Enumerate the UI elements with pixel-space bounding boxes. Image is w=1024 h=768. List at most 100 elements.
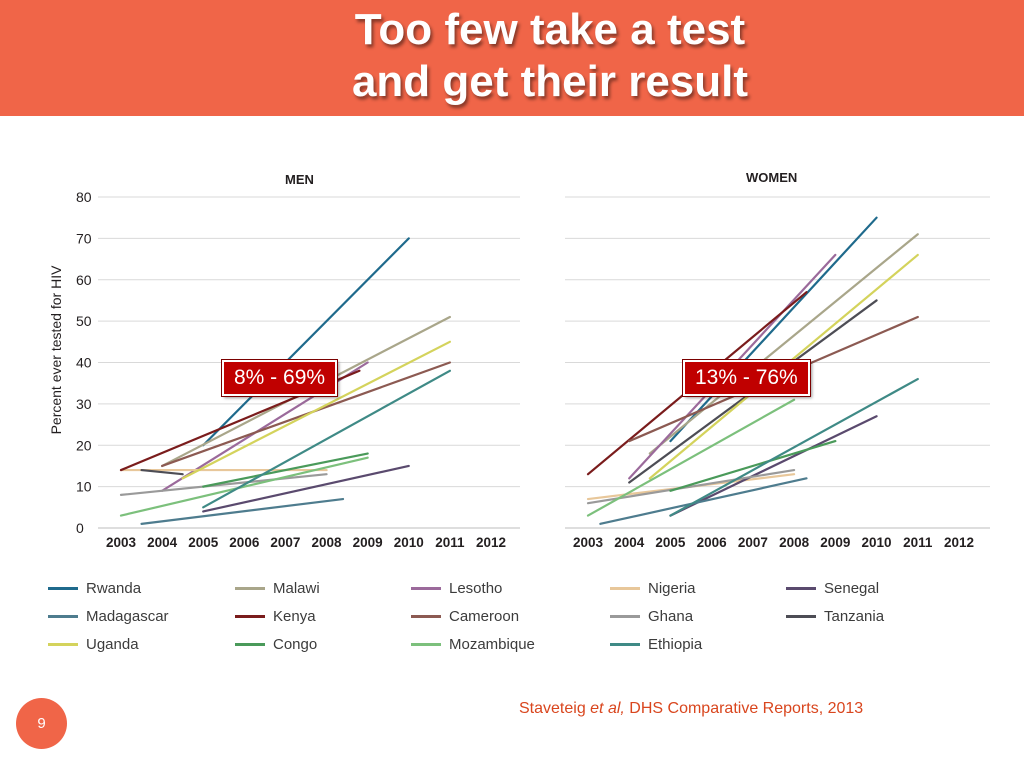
slide-title-line2: and get their result [351,57,749,106]
women-x-tick-label: 2011 [903,535,933,550]
men-panel-title: MEN [285,172,314,187]
women-x-tick-label: 2006 [697,535,728,550]
legend-item: Malawi [235,580,320,597]
men-x-tick-label: 2004 [147,535,178,550]
men-x-tick-label: 2005 [188,535,219,550]
legend-swatch [610,587,640,590]
legend-label: Nigeria [648,580,696,597]
legend-swatch [48,615,78,618]
women-series-madagascar [599,477,808,525]
legend-swatch [48,587,78,590]
legend-item: Congo [235,636,317,653]
y-tick-label: 70 [76,230,92,246]
y-tick-label: 60 [76,272,92,288]
legend-item: Tanzania [786,608,884,625]
women-x-tick-label: 2005 [655,535,686,550]
legend-swatch [610,615,640,618]
y-tick-label: 20 [76,437,92,453]
slide-title-line1: Too few take a test [354,5,746,54]
legend: Rwanda Malawi Lesotho Nigeria Senegal Madagas… [48,580,988,660]
legend-label: Congo [273,636,318,653]
women-series-ethiopia [669,377,919,517]
legend-item: Mozambique [411,636,535,653]
legend-item: Ghana [610,608,693,625]
men-series-madagascar [140,497,345,525]
women-x-tick-label: 2007 [738,535,768,550]
y-tick-label: 0 [76,520,84,536]
women-x-tick-label: 2010 [862,535,892,550]
women-series-senegal [669,415,878,517]
legend-item: Nigeria [610,580,696,597]
women-x-tick-label: 2012 [944,535,974,550]
men-series-congo [202,452,369,488]
legend-swatch [48,643,78,646]
men-series-ghana [119,473,328,496]
legend-label: Madagascar [86,608,169,625]
legend-label: Lesotho [449,580,503,597]
citation: Staveteig et al, DHS Comparative Reports… [519,700,863,718]
women-x-tick-label: 2008 [779,535,810,550]
men-x-tick-label: 2003 [106,535,137,550]
legend-item: Cameroon [411,608,519,625]
legend-label: Kenya [273,608,316,625]
legend-item: Madagascar [48,608,169,625]
legend-item: Lesotho [411,580,502,597]
women-x-tick-label: 2003 [573,535,604,550]
women-panel-title: WOMEN [746,170,798,185]
page-number-badge: 9 [16,698,67,749]
men-series-ethiopia [202,369,451,509]
citation-et-al: et al, [590,700,625,717]
y-axis-title: Percent ever tested for HIV [48,265,64,435]
women-series-congo [669,440,837,492]
y-tick-label: 10 [76,479,92,495]
citation-author: Staveteig [519,700,591,717]
citation-source: DHS Comparative Reports, 2013 [624,700,864,717]
legend-label: Malawi [273,580,320,597]
women-series-rwanda [669,216,878,443]
men-x-tick-label: 2008 [312,535,343,550]
legend-swatch [786,587,816,590]
legend-label: Rwanda [86,580,142,597]
men-series-rwanda [202,237,410,447]
legend-label: Ethiopia [648,636,703,653]
women-x-tick-label: 2009 [820,535,850,550]
men-range-callout: 8% - 69% [220,359,339,397]
women-series-mozambique [586,398,796,517]
men-series-senegal [202,464,410,513]
chart-area: 0 10 20 30 40 50 60 70 80 2003 2004 2005 2006 2007 200… [76,189,990,550]
legend-label: Mozambique [449,636,535,653]
women-range-callout: 13% - 76% [682,359,811,397]
legend-swatch [610,643,640,646]
men-series-mozambique [119,456,369,517]
title-bar [0,0,1024,116]
legend-label: Ghana [648,608,694,625]
legend-swatch [411,615,441,618]
women-series-ghana [586,468,796,505]
men-x-tick-label: 2007 [270,535,300,550]
legend-item: Kenya [235,608,316,625]
men-x-tick-label: 2010 [394,535,424,550]
legend-swatch [235,615,265,618]
men-series-tanzania [140,468,184,476]
men-x-tick-label: 2011 [435,535,465,550]
legend-swatch [786,615,816,618]
men-x-tick-label: 2009 [353,535,383,550]
women-series-malawi [648,233,919,455]
legend-label: Cameroon [449,608,520,625]
legend-item: Ethiopia [610,636,702,653]
men-x-tick-label: 2012 [476,535,506,550]
legend-swatch [411,643,441,646]
legend-item: Senegal [786,580,879,597]
page-number: 9 [37,715,46,732]
legend-item: Uganda [48,636,139,653]
legend-swatch [235,587,265,590]
legend-swatch [411,587,441,590]
men-series-uganda [181,340,451,480]
y-tick-label: 30 [76,396,92,412]
legend-label: Tanzania [824,608,885,625]
legend-label: Senegal [824,580,880,597]
women-x-tick-label: 2004 [614,535,645,550]
men-x-tick-label: 2006 [229,535,260,550]
y-tick-label: 50 [76,313,92,329]
y-tick-label: 40 [76,355,92,371]
